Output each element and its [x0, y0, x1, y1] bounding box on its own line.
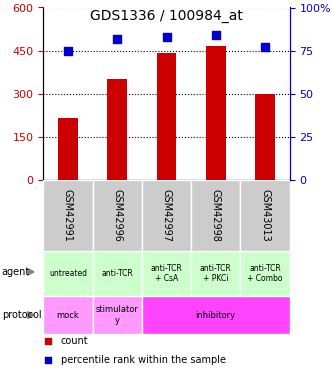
Point	[213, 32, 218, 38]
Text: GDS1336 / 100984_at: GDS1336 / 100984_at	[90, 9, 243, 23]
Point	[46, 338, 51, 344]
Point	[65, 48, 71, 54]
Bar	[240, 180, 290, 251]
Text: GSM43013: GSM43013	[260, 189, 270, 241]
Text: inhibitory: inhibitory	[196, 310, 236, 320]
Bar	[43, 251, 93, 296]
Text: stimulator
y: stimulator y	[96, 305, 139, 325]
Point	[164, 34, 169, 40]
Bar	[43, 296, 93, 334]
Bar	[43, 180, 93, 251]
Text: GSM42991: GSM42991	[63, 189, 73, 242]
Text: GSM42997: GSM42997	[162, 189, 171, 242]
Text: untreated: untreated	[49, 269, 87, 278]
Text: agent: agent	[2, 267, 30, 277]
Bar	[240, 251, 290, 296]
Point	[46, 357, 51, 363]
Bar	[93, 251, 142, 296]
Bar	[142, 180, 191, 251]
Point	[115, 36, 120, 42]
Text: mock: mock	[57, 310, 79, 320]
Text: percentile rank within the sample: percentile rank within the sample	[61, 355, 225, 365]
Bar	[191, 180, 240, 251]
Text: anti-TCR
+ PKCi: anti-TCR + PKCi	[200, 264, 232, 284]
Bar	[191, 251, 240, 296]
Text: GSM42998: GSM42998	[211, 189, 221, 242]
Bar	[142, 296, 290, 334]
Text: anti-TCR
+ Combo: anti-TCR + Combo	[247, 264, 283, 284]
Text: GSM42996: GSM42996	[112, 189, 122, 242]
Bar	[58, 118, 78, 180]
Bar	[206, 46, 226, 180]
Text: protocol: protocol	[2, 310, 41, 320]
Point	[262, 44, 268, 50]
Text: anti-TCR
+ CsA: anti-TCR + CsA	[151, 264, 182, 284]
Text: count: count	[61, 336, 88, 346]
Bar	[142, 251, 191, 296]
Bar	[107, 80, 127, 180]
Bar	[93, 296, 142, 334]
Text: anti-TCR: anti-TCR	[101, 269, 133, 278]
Bar	[93, 180, 142, 251]
Bar	[157, 54, 176, 180]
Bar	[255, 94, 275, 180]
